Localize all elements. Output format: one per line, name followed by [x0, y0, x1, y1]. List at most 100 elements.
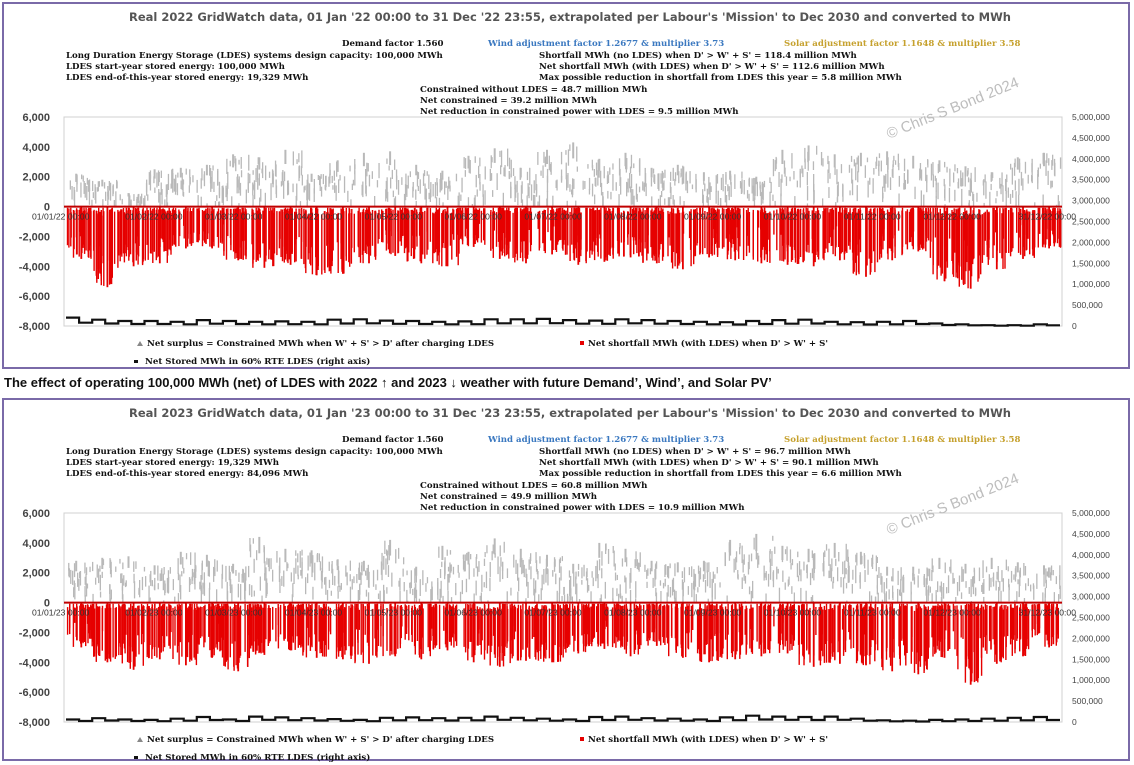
surplus-point [793, 171, 795, 180]
shortfall-point [397, 210, 400, 253]
surplus-point [639, 552, 641, 567]
shortfall-point [399, 606, 402, 644]
surplus-point [1055, 576, 1057, 585]
surplus-point [1058, 594, 1060, 603]
surplus-point [847, 549, 849, 562]
shortfall-point [496, 607, 499, 666]
surplus-point [399, 590, 401, 603]
surplus-point [1052, 154, 1054, 166]
shortfall-point [229, 606, 231, 658]
surplus-point [609, 167, 611, 175]
y-right-tick-label: 4,500,000 [1072, 133, 1110, 143]
shortfall-point [240, 212, 243, 260]
surplus-point [209, 582, 211, 590]
surplus-point [146, 179, 148, 196]
surplus-point [537, 570, 539, 580]
surplus-point [635, 551, 637, 567]
shortfall-point [560, 207, 562, 240]
shortfall-point [160, 606, 162, 653]
shortfall-point [593, 603, 596, 638]
shortfall-peak [394, 206, 397, 256]
surplus-point [470, 554, 472, 560]
shortfall-point [670, 207, 673, 263]
shortfall-point [251, 211, 253, 244]
surplus-point [307, 187, 309, 198]
surplus-point [545, 568, 547, 583]
surplus-point [124, 582, 127, 588]
shortfall-point [91, 606, 93, 647]
surplus-peak [546, 554, 548, 567]
surplus-point [1047, 567, 1050, 578]
surplus-peak [1016, 562, 1019, 573]
shortfall-peak [472, 206, 475, 247]
surplus-point [857, 166, 860, 173]
shortfall-point [427, 603, 429, 648]
shortfall-point [675, 213, 678, 254]
surplus-point [593, 169, 595, 177]
shortfall-point [965, 211, 967, 272]
shortfall-peak [891, 602, 894, 672]
surplus-point [188, 185, 190, 193]
shortfall-point [989, 605, 991, 642]
surplus-point [322, 174, 324, 185]
shortfall-point [600, 603, 602, 647]
shortfall-point [141, 606, 144, 634]
shortfall-point [574, 605, 576, 639]
surplus-point [73, 587, 75, 598]
shortfall-point [490, 212, 492, 251]
shortfall-point [126, 609, 129, 663]
shortfall-point [309, 604, 312, 651]
shortfall-point [217, 208, 220, 248]
surplus-point [932, 162, 934, 176]
y-left-tick-label: 0 [44, 598, 50, 610]
surplus-point [386, 177, 388, 193]
shortfall-peak [1022, 602, 1024, 657]
surplus-point [528, 186, 530, 199]
shortfall-point [661, 209, 664, 261]
surplus-point [166, 202, 169, 207]
surplus-point [515, 559, 517, 574]
shortfall-point [390, 211, 392, 237]
surplus-peak [519, 548, 522, 563]
surplus-peak [362, 152, 365, 167]
annotation-net-reduction: Net reduction in constrained power with … [420, 503, 745, 513]
shortfall-point [191, 607, 193, 661]
surplus-point [463, 157, 465, 169]
shortfall-point [730, 208, 733, 248]
surplus-point [982, 560, 984, 579]
surplus-point [401, 177, 403, 185]
y-right-tick-label: 3,500,000 [1072, 175, 1110, 185]
y-left-tick-label: -6,000 [19, 687, 50, 699]
shortfall-point [477, 210, 480, 239]
surplus-point [473, 568, 475, 577]
surplus-point [801, 165, 803, 174]
surplus-point [831, 558, 833, 572]
surplus-point [740, 182, 743, 194]
shortfall-point [509, 211, 511, 242]
shortfall-point [975, 606, 977, 681]
shortfall-point [291, 606, 294, 637]
surplus-point [1024, 161, 1027, 174]
shortfall-point [960, 605, 962, 638]
surplus-point [97, 181, 99, 192]
shortfall-point [262, 607, 264, 653]
shortfall-point [929, 207, 932, 258]
chart-svg: Real 2023 GridWatch data, 01 Jan '23 00:… [19, 406, 1110, 763]
surplus-point [791, 559, 794, 566]
surplus-point [475, 556, 477, 569]
surplus-point [283, 171, 286, 182]
annotation-ldes-capacity: Long Duration Energy Storage (LDES) syst… [66, 50, 444, 61]
shortfall-point [72, 210, 75, 258]
surplus-point [136, 196, 138, 206]
surplus-point [630, 568, 632, 583]
shortfall-point [390, 603, 392, 651]
surplus-point [776, 566, 778, 580]
shortfall-point [863, 606, 865, 635]
shortfall-point [120, 212, 122, 243]
surplus-point [190, 552, 192, 565]
shortfall-point [859, 209, 862, 253]
surplus-point [636, 559, 638, 569]
x-tick-label: 01/02/23 00:00 [125, 608, 183, 618]
surplus-point [208, 588, 211, 603]
shortfall-point [400, 605, 402, 639]
